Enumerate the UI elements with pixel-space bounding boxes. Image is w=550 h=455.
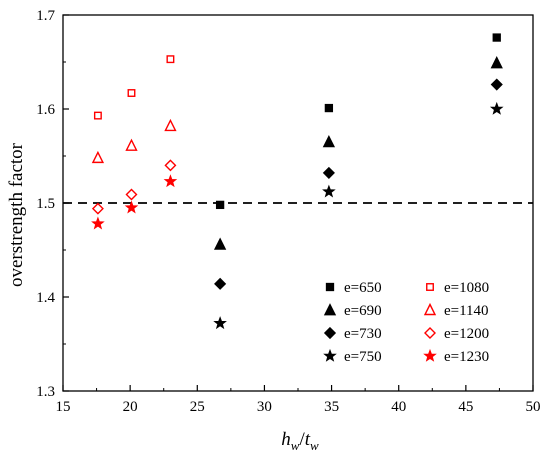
data-point [127,89,136,97]
legend-item: e=650 [325,280,382,296]
data-point [166,55,175,64]
legend-marker [423,348,437,362]
y-tick-label: 1.7 [36,8,55,24]
data-point [213,316,227,330]
legend-item: e=750 [323,348,382,365]
x-tick-label: 15 [56,399,71,415]
data-point [322,184,336,198]
data-point [91,202,104,215]
data-point [324,103,334,113]
x-axis: 15 20 25 30 35 40 45 50 [56,385,541,415]
legend-item: e=730 [323,326,382,342]
legend-item: e=1230 [423,348,489,365]
legend-marker [423,302,437,316]
legend-item: e=1140 [423,302,489,319]
data-point [124,200,139,214]
data-point [492,33,501,42]
data-point [489,101,504,115]
data-point [322,166,335,179]
y-tick-label: 1.6 [36,102,55,118]
legend-label: e=1230 [444,349,489,365]
y-axis-label: overstrength factor [6,142,27,287]
legend-marker [325,282,335,292]
legend-label: e=1080 [444,280,489,296]
data-point [125,138,138,151]
legend-marker [323,303,337,316]
x-tick-label: 20 [123,399,138,415]
y-tick-label: 1.3 [36,384,55,400]
legend-label: e=650 [344,280,382,296]
x-tick-label: 40 [391,399,406,415]
y-tick-label: 1.5 [36,196,55,212]
x-tick-label: 30 [257,399,272,415]
data-point [215,200,225,210]
legend-marker [323,348,337,362]
legend-label: e=750 [344,349,382,365]
data-point [213,237,227,250]
legend-label: e=730 [344,326,382,342]
x-axis-label: hw/tw [281,429,319,453]
x-tick-label: 45 [458,399,473,415]
data-point [91,150,105,164]
data-point [490,78,503,91]
data-point [164,159,177,172]
x-tick-label: 25 [190,399,205,415]
legend-item: e=1200 [424,326,489,342]
x-tick-label: 50 [526,399,541,415]
legend-marker [426,283,434,291]
legend-marker [323,326,337,340]
data-point [214,277,227,290]
legend-label: e=1200 [444,326,489,342]
data-point [490,56,503,69]
legend-item: e=1080 [426,280,489,296]
legend-label: e=1140 [444,303,489,319]
x-tick-label: 35 [324,399,339,415]
data-point [164,118,177,132]
data-point [322,135,336,148]
data-point [91,216,105,230]
data-points [91,33,504,330]
data-point [163,174,178,188]
legend: e=650 e=690 e=730 e=750 e=1080 e=1140 e=1200 e=… [323,280,489,365]
data-point [125,188,138,201]
legend-marker [424,327,436,339]
y-axis: 1.3 1.4 1.5 1.6 1.7 [36,8,69,400]
data-point [93,111,102,120]
legend-label: e=690 [344,303,382,319]
legend-item: e=690 [323,303,382,319]
y-tick-label: 1.4 [36,290,55,306]
